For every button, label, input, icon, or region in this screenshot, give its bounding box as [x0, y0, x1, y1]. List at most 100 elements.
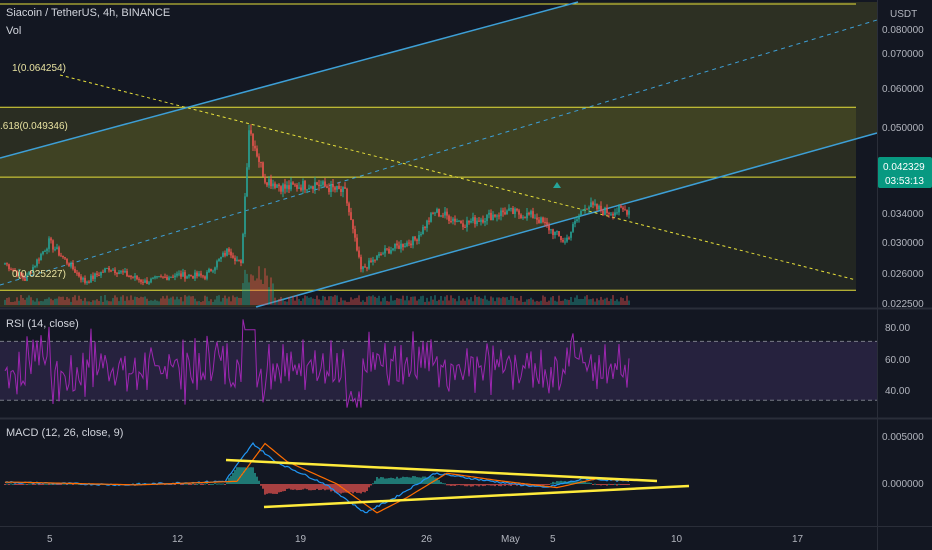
macd-hist-bar [402, 476, 404, 484]
candle-body [140, 279, 142, 282]
candle-body [380, 253, 382, 255]
macd-hist-bar [382, 477, 384, 484]
volume-bar [140, 296, 142, 305]
macd-hist-bar [316, 484, 318, 489]
macd-hist-bar [544, 484, 546, 485]
macd-hist-bar [556, 481, 558, 484]
macd-hist-bar [264, 484, 266, 495]
macd-hist-bar [256, 476, 258, 484]
candle-body [448, 215, 450, 222]
volume-bar [502, 296, 504, 305]
volume-bar [112, 298, 114, 305]
candle-body [196, 272, 198, 277]
volume-bar [486, 299, 488, 305]
parallel-channel[interactable] [0, 1, 878, 308]
candle-body [206, 272, 208, 279]
candle-body [146, 280, 148, 284]
candle-body [594, 203, 596, 205]
macd-hist-bar [588, 482, 590, 484]
macd-hist-bar [430, 476, 432, 484]
macd-upper-trendline[interactable] [225, 458, 658, 483]
volume-bar [180, 297, 182, 305]
macd-hist-bar [36, 483, 38, 485]
rsi-tick: 80.00 [885, 323, 910, 334]
candle-body [262, 162, 264, 177]
macd-lower-trendline[interactable] [263, 484, 690, 509]
volume-bar [526, 299, 528, 305]
volume-bar [126, 296, 128, 305]
macd-hist-bar [592, 484, 594, 485]
volume-bar [420, 296, 422, 305]
volume-bar [92, 300, 94, 305]
volume-bar [436, 300, 438, 305]
macd-hist-bar [198, 483, 200, 485]
candle-body [26, 274, 28, 281]
macd-hist-bar [384, 478, 386, 484]
candle-body [256, 148, 258, 157]
volume-bar [116, 297, 118, 305]
volume-bar [188, 295, 190, 305]
descending-trendline[interactable] [59, 74, 857, 281]
volume-bar [226, 298, 228, 305]
macd-hist-bar [450, 484, 452, 486]
volume-bar [232, 295, 234, 305]
macd-hist-bar [468, 484, 470, 486]
candle-body [372, 259, 374, 262]
macd-hist-bar [206, 482, 208, 484]
macd-hist-bar [474, 484, 476, 486]
macd-legend[interactable]: MACD (12, 26, close, 9) [6, 427, 123, 439]
macd-hist-bar [346, 484, 348, 493]
volume-bar [82, 300, 84, 305]
candle-body [134, 275, 136, 278]
macd-hist-bar [268, 484, 270, 494]
macd-hist-bar [6, 483, 8, 485]
candle-body [56, 247, 58, 250]
volume-bar [192, 296, 194, 305]
macd-hist-bar [504, 484, 506, 486]
fib-label-1: 1(0.064254) [12, 63, 66, 74]
fib-retracement[interactable] [0, 3, 856, 291]
volume-bar [354, 298, 356, 305]
volume-bar [248, 282, 250, 305]
candle-body [404, 246, 406, 248]
channel-upper-line [0, 1, 579, 159]
volume-bar [316, 295, 318, 305]
candle-body [208, 269, 210, 273]
macd-hist-bar [222, 483, 224, 485]
candle-body [130, 276, 132, 278]
macd-hist-bar [616, 484, 618, 486]
macd-hist-bar [396, 476, 398, 484]
volume-bar [200, 301, 202, 305]
volume-bar [288, 296, 290, 305]
candle-body [250, 130, 252, 134]
rsi-tick: 40.00 [885, 386, 910, 397]
macd-hist-bar [394, 478, 396, 484]
volume-label[interactable]: Vol [6, 25, 21, 37]
volume-bar [384, 296, 386, 305]
candle-body [568, 237, 570, 239]
candle-body [418, 235, 420, 241]
volume-bar [434, 295, 436, 305]
volume-bar [356, 297, 358, 305]
volume-bar [610, 298, 612, 305]
macd-hist-bar [276, 484, 278, 494]
volume-bar [98, 301, 100, 305]
macd-hist-bar [180, 484, 182, 485]
volume-bar [284, 301, 286, 305]
currency-label[interactable]: USDT [890, 9, 917, 20]
volume-bar [74, 295, 76, 305]
volume-bar [254, 280, 256, 305]
candle-body [334, 187, 336, 190]
candle-body [464, 226, 466, 228]
macd-hist-bar [560, 480, 562, 484]
macd-hist-bar [282, 484, 284, 492]
candle-body [82, 277, 84, 280]
candle-body [396, 243, 398, 246]
symbol-title[interactable]: Siacoin / TetherUS, 4h, BINANCE [6, 7, 170, 19]
candle-body [416, 239, 418, 241]
volume-bar [52, 300, 54, 305]
rsi-legend[interactable]: RSI (14, close) [6, 318, 79, 330]
macd-hist-bar [442, 483, 444, 485]
volume-bar [426, 297, 428, 305]
